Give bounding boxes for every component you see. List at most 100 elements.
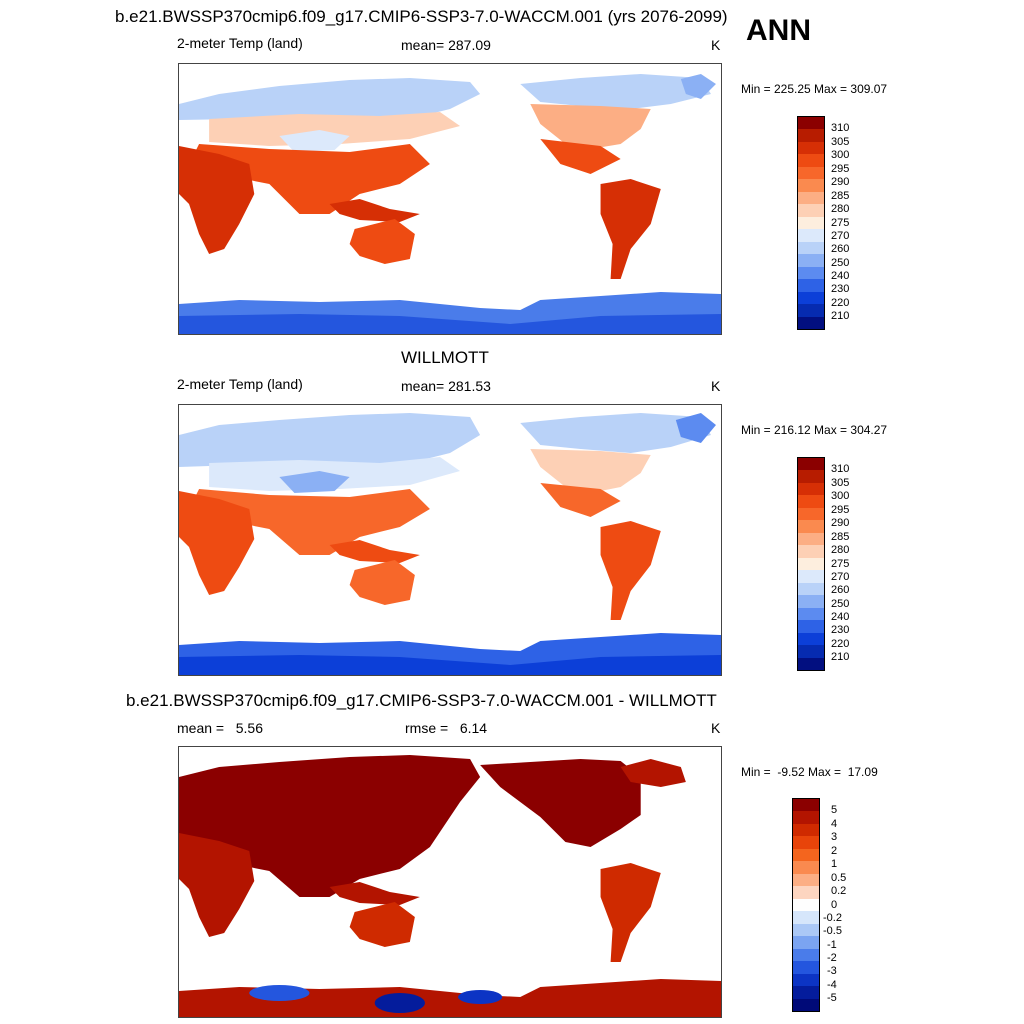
colorbar-tick: 240 bbox=[831, 611, 850, 623]
map-svg bbox=[179, 755, 721, 1017]
colorbar-cell bbox=[798, 482, 824, 496]
colorbar-cell bbox=[798, 266, 824, 280]
minmax-label: Min = 216.12 Max = 304.27 bbox=[741, 423, 888, 437]
colorbar-tick: 5 bbox=[831, 804, 838, 816]
colorbar-model bbox=[797, 116, 825, 330]
units-label: K bbox=[711, 720, 721, 736]
colorbar-cell bbox=[798, 632, 824, 646]
colorbar-cell bbox=[793, 873, 819, 887]
colorbar-tick: 295 bbox=[831, 504, 850, 516]
colorbar-tick: 230 bbox=[831, 283, 850, 295]
colorbar-cell bbox=[798, 316, 824, 330]
colorbar-tick: 0.5 bbox=[831, 872, 847, 884]
colorbar-cell bbox=[798, 129, 824, 143]
colorbar-cell bbox=[793, 948, 819, 962]
minmax-label: Min = -9.52 Max = 17.09 bbox=[741, 765, 878, 779]
mean-label: mean = 5.56 bbox=[177, 720, 264, 736]
colorbar-tick: 260 bbox=[831, 584, 850, 596]
mean-label: mean= 287.09 bbox=[401, 37, 491, 53]
colorbar-cell bbox=[798, 570, 824, 584]
units-label: K bbox=[711, 37, 721, 53]
colorbar-tick: 275 bbox=[831, 217, 850, 229]
colorbar-tick: -4 bbox=[827, 979, 837, 991]
map-obs bbox=[178, 404, 722, 676]
colorbar-cell bbox=[798, 254, 824, 268]
colorbar-cell bbox=[798, 470, 824, 484]
panel-title: b.e21.BWSSP370cmip6.f09_g17.CMIP6-SSP3-7… bbox=[126, 691, 717, 710]
colorbar-cell bbox=[793, 936, 819, 950]
colorbar-cell bbox=[798, 607, 824, 621]
colorbar-tick: 305 bbox=[831, 477, 850, 489]
variable-label: 2-meter Temp (land) bbox=[177, 35, 303, 51]
minmax-label: Min = 225.25 Max = 309.07 bbox=[741, 82, 888, 96]
colorbar-cell bbox=[793, 911, 819, 925]
colorbar-cell bbox=[798, 141, 824, 155]
colorbar-tick: 275 bbox=[831, 558, 850, 570]
colorbar-tick: 290 bbox=[831, 176, 850, 188]
colorbar-tick: 280 bbox=[831, 544, 850, 556]
map-model bbox=[178, 63, 722, 335]
colorbar-tick: 305 bbox=[831, 136, 850, 148]
colorbar-tick: 3 bbox=[831, 831, 838, 843]
colorbar-cell bbox=[793, 986, 819, 1000]
colorbar-cell bbox=[798, 229, 824, 243]
colorbar-tick: 300 bbox=[831, 149, 850, 161]
colorbar-tick: 0 bbox=[831, 899, 838, 911]
mean-label: mean= 281.53 bbox=[401, 378, 491, 394]
colorbar-cell bbox=[793, 799, 819, 812]
colorbar-tick: 285 bbox=[831, 190, 850, 202]
colorbar-cell bbox=[798, 241, 824, 255]
units-label: K bbox=[711, 378, 721, 394]
colorbar-tick: 250 bbox=[831, 257, 850, 269]
colorbar-cell bbox=[798, 154, 824, 168]
colorbar-tick: 2 bbox=[831, 845, 838, 857]
colorbar-cell bbox=[798, 620, 824, 634]
colorbar-tick: 250 bbox=[831, 598, 850, 610]
colorbar-cell bbox=[798, 557, 824, 571]
colorbar-tick: 1 bbox=[831, 858, 838, 870]
panel-title: b.e21.BWSSP370cmip6.f09_g17.CMIP6-SSP3-7… bbox=[115, 7, 728, 26]
colorbar-cell bbox=[793, 973, 819, 987]
colorbar-cell bbox=[798, 279, 824, 293]
colorbar-tick: 310 bbox=[831, 463, 850, 475]
colorbar-cell bbox=[798, 191, 824, 205]
colorbar-tick: 260 bbox=[831, 243, 850, 255]
colorbar-diff bbox=[792, 798, 820, 1012]
colorbar-tick: 295 bbox=[831, 163, 850, 175]
colorbar-tick: 300 bbox=[831, 490, 850, 502]
colorbar-tick: 220 bbox=[831, 297, 850, 309]
map-diff bbox=[178, 746, 722, 1018]
colorbar-cell bbox=[798, 545, 824, 559]
colorbar-tick: 270 bbox=[831, 571, 850, 583]
colorbar-cell bbox=[793, 998, 819, 1012]
panel-title: WILLMOTT bbox=[401, 348, 489, 367]
colorbar-tick: -3 bbox=[827, 965, 837, 977]
colorbar-tick: 310 bbox=[831, 122, 850, 134]
colorbar-cell bbox=[798, 117, 824, 130]
colorbar-tick: 230 bbox=[831, 624, 850, 636]
colorbar-cell bbox=[798, 595, 824, 609]
colorbar-cell bbox=[793, 923, 819, 937]
rmse-label: rmse = 6.14 bbox=[405, 720, 488, 736]
colorbar-tick: 280 bbox=[831, 203, 850, 215]
map-svg bbox=[179, 413, 721, 675]
colorbar-cell bbox=[798, 291, 824, 305]
colorbar-cell bbox=[793, 961, 819, 975]
colorbar-tick: 210 bbox=[831, 310, 850, 322]
colorbar-cell bbox=[793, 898, 819, 912]
colorbar-cell bbox=[793, 823, 819, 837]
colorbar-cell bbox=[798, 532, 824, 546]
colorbar-tick: 285 bbox=[831, 531, 850, 543]
colorbar-cell bbox=[798, 520, 824, 534]
colorbar-tick: 0.2 bbox=[831, 885, 847, 897]
colorbar-cell bbox=[798, 179, 824, 193]
variable-label: 2-meter Temp (land) bbox=[177, 376, 303, 392]
colorbar-cell bbox=[793, 836, 819, 850]
colorbar-cell bbox=[798, 216, 824, 230]
colorbar-tick: -5 bbox=[827, 992, 837, 1004]
colorbar-cell bbox=[798, 166, 824, 180]
colorbar-cell bbox=[793, 886, 819, 900]
colorbar-cell bbox=[798, 582, 824, 596]
colorbar-tick: -0.5 bbox=[823, 925, 842, 937]
colorbar-cell bbox=[793, 811, 819, 825]
